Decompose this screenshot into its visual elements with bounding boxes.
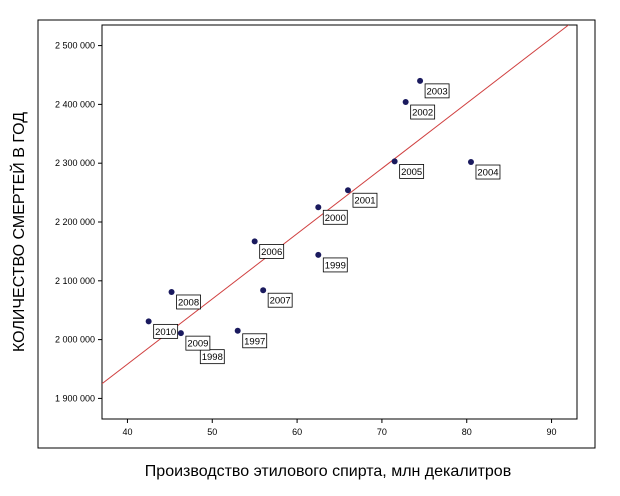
- data-point: [177, 330, 184, 337]
- data-label-box: [424, 83, 450, 99]
- data-label-box: [267, 292, 293, 308]
- x-tick-label: 70: [377, 427, 387, 437]
- x-tick-label: 80: [462, 427, 472, 437]
- data-label: 2001: [354, 196, 375, 207]
- data-label-box: [399, 164, 425, 179]
- data-label: 2006: [261, 247, 282, 258]
- fit-line: [102, 25, 569, 385]
- data-point: [417, 77, 424, 84]
- data-label: 2003: [427, 86, 448, 97]
- y-tick-label: 2 300 000: [55, 158, 95, 168]
- data-label: 2007: [270, 296, 291, 307]
- data-label: 2009: [187, 339, 208, 350]
- data-point: [315, 204, 322, 211]
- plot-area: [101, 24, 578, 420]
- data-label-box: [199, 349, 225, 365]
- data-point: [391, 158, 398, 165]
- data-label: 2002: [412, 108, 433, 119]
- data-point: [234, 327, 241, 334]
- chart-outer-frame: [37, 19, 596, 449]
- data-label: 2004: [477, 168, 498, 179]
- data-label-box: [322, 209, 348, 225]
- data-label: 2010: [155, 327, 176, 338]
- x-tick-label: 60: [292, 427, 302, 437]
- y-tick-label: 2 100 000: [55, 276, 95, 286]
- y-tick-label: 2 200 000: [55, 217, 95, 227]
- data-label-box: [153, 323, 179, 339]
- data-label-box: [242, 333, 268, 349]
- data-point: [344, 187, 351, 194]
- y-tick-label: 2 000 000: [55, 335, 95, 345]
- data-label-box: [259, 244, 285, 259]
- x-axis-title: Производство этилового спирта, млн декал…: [145, 463, 511, 480]
- data-point: [402, 99, 409, 106]
- data-label: 2008: [178, 297, 199, 308]
- data-label-box: [322, 257, 348, 273]
- y-tick-label: 2 400 000: [55, 99, 95, 109]
- data-label: 2005: [401, 167, 422, 178]
- x-tick-label: 90: [547, 427, 557, 437]
- data-point: [251, 238, 258, 245]
- data-point: [260, 287, 267, 294]
- y-tick-label: 2 500 000: [55, 41, 95, 51]
- data-label: 1997: [244, 336, 265, 347]
- data-label: 2000: [325, 213, 346, 224]
- data-label-box: [410, 104, 436, 120]
- data-label-box: [176, 294, 201, 310]
- data-label-box: [185, 335, 211, 351]
- data-label: 1999: [325, 260, 346, 271]
- data-label-box: [352, 192, 378, 208]
- data-point: [315, 251, 322, 258]
- data-point: [145, 318, 152, 325]
- data-label: 1998: [202, 352, 223, 363]
- data-point: [168, 288, 175, 295]
- x-tick-label: 50: [207, 427, 217, 437]
- y-tick-label: 1 900 000: [55, 393, 95, 403]
- data-point: [467, 159, 474, 166]
- data-label-box: [475, 164, 501, 180]
- x-tick-label: 40: [122, 427, 132, 437]
- y-axis-title: КОЛИЧЕСТВО СМЕРТЕЙ В ГОД: [9, 112, 28, 352]
